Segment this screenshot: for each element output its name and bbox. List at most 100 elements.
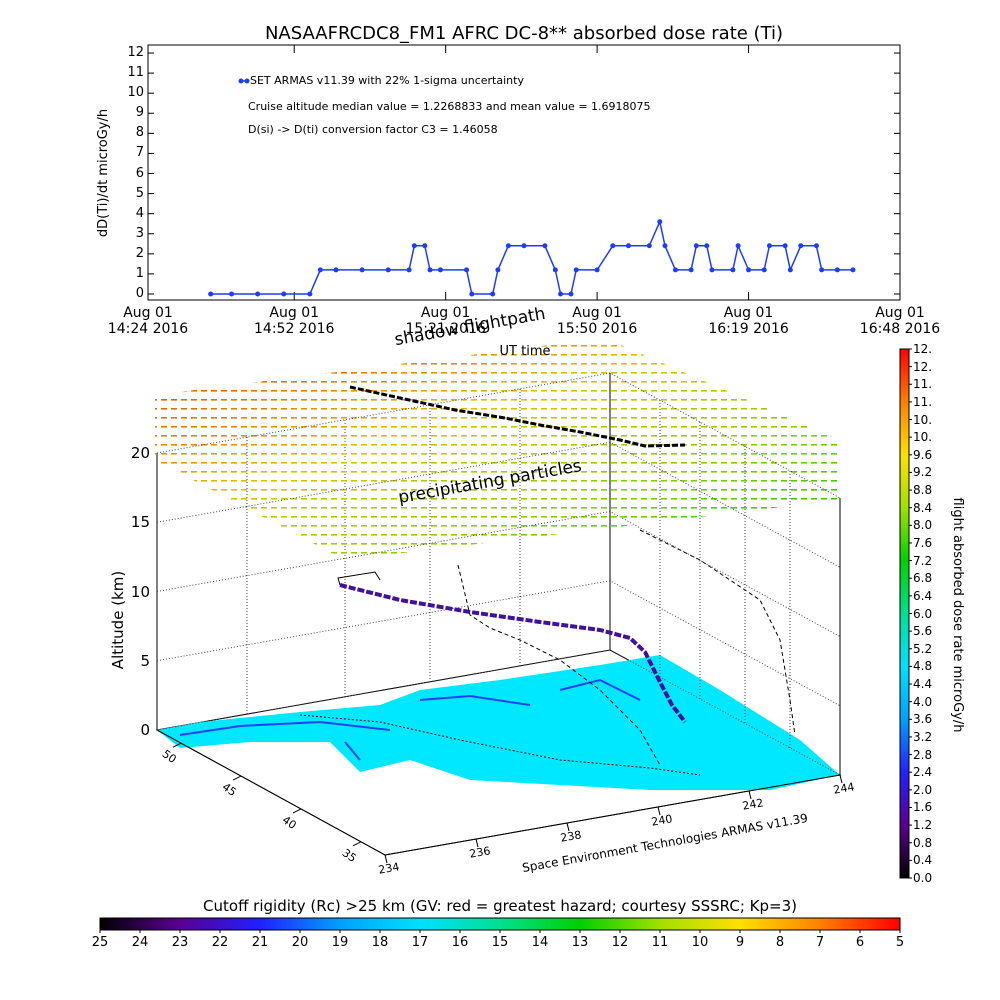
data-point bbox=[229, 291, 235, 297]
data-point bbox=[746, 267, 752, 273]
data-point bbox=[672, 267, 678, 273]
data-point bbox=[657, 219, 663, 225]
data-point bbox=[730, 267, 736, 273]
colorbar-tick-label: 5.2 bbox=[913, 641, 933, 656]
y-tick-label: 8 bbox=[135, 125, 144, 141]
x-tick-label: Aug 01 16:48 2016 bbox=[859, 305, 941, 337]
x-tick-label: Aug 01 15:21 2016 bbox=[405, 305, 486, 337]
data-point bbox=[411, 243, 417, 249]
x-tick-label: Aug 01 16:19 2016 bbox=[708, 305, 789, 337]
data-point bbox=[359, 267, 365, 273]
data-point bbox=[693, 243, 699, 249]
colorbar-tick-label: 15 bbox=[491, 935, 509, 950]
data-point bbox=[704, 243, 710, 249]
z-grid-line bbox=[156, 510, 841, 637]
x-axis-label: UT time bbox=[499, 344, 551, 359]
z-grid-line bbox=[156, 649, 841, 776]
flight-path bbox=[337, 385, 796, 766]
x-tick bbox=[748, 790, 752, 800]
colorbar-tick-label: 12. bbox=[913, 342, 933, 356]
colorbar-tick-label: 6.8 bbox=[913, 571, 933, 586]
annotation: D(si) -> D(ti) conversion factor C3 = 1.… bbox=[248, 123, 498, 136]
colorbar-tick-label: 0.8 bbox=[913, 835, 933, 850]
colorbar-tick-label: 11. bbox=[913, 377, 933, 392]
z-tick-label: 0 bbox=[140, 721, 150, 739]
colorbar-tick-label: 0.0 bbox=[913, 871, 933, 885]
data-point bbox=[787, 267, 793, 273]
z-tick-label: 15 bbox=[130, 513, 150, 532]
y-tick-label: 11 bbox=[127, 65, 144, 81]
colorbar-tick-label: 7 bbox=[815, 935, 825, 950]
plot-frame bbox=[147, 44, 901, 301]
z-axis-label: Altitude (km) bbox=[109, 570, 127, 670]
colorbar-tick-label: 3.6 bbox=[913, 712, 933, 727]
data-point bbox=[766, 243, 772, 249]
colorbar bbox=[899, 348, 910, 879]
series-line bbox=[210, 219, 853, 295]
y-axis-label: dD(Ti)/dt microGy/h bbox=[96, 108, 111, 237]
data-point bbox=[625, 243, 631, 249]
y-tick-label: 2 bbox=[135, 245, 144, 261]
data-point bbox=[709, 267, 715, 273]
data-point bbox=[307, 291, 313, 297]
y-tick bbox=[172, 742, 182, 748]
legend-marker bbox=[238, 78, 250, 84]
data-point bbox=[568, 291, 574, 297]
data-point bbox=[850, 267, 856, 273]
colorbar-tick-label: 9.6 bbox=[913, 447, 933, 462]
data-point bbox=[422, 243, 428, 249]
x-tick bbox=[657, 806, 661, 816]
y-tick bbox=[352, 841, 362, 847]
y-tick-label: 12 bbox=[127, 45, 144, 61]
data-point bbox=[505, 243, 511, 249]
data-point bbox=[542, 243, 548, 249]
colorbar-tick-label: 3.2 bbox=[913, 729, 933, 744]
data-point bbox=[495, 267, 501, 273]
data-point bbox=[317, 267, 323, 273]
legend-label: SET ARMAS v11.39 with 22% 1-sigma uncert… bbox=[250, 74, 524, 87]
z-tick-label: 20 bbox=[130, 444, 150, 462]
colorbar-tick-label: 4.4 bbox=[913, 677, 933, 692]
colorbar-tick-label: 5.6 bbox=[913, 624, 933, 639]
colorbar-tick-label: 10 bbox=[691, 935, 709, 950]
colorbar-tick-label: 8.4 bbox=[913, 500, 933, 515]
data-point bbox=[735, 243, 741, 249]
colorbar-tick-label: 8.8 bbox=[913, 483, 933, 498]
annotation: Cruise altitude median value = 1.2268833… bbox=[248, 100, 651, 113]
data-point bbox=[255, 291, 261, 297]
data-point bbox=[819, 267, 825, 273]
x-tick-label: Aug 01 14:24 2016 bbox=[107, 305, 189, 337]
z-tick-label: 5 bbox=[140, 651, 150, 670]
colorbar-tick-label: 5 bbox=[895, 935, 905, 950]
colorbar-tick-label: 0.4 bbox=[913, 853, 933, 868]
x-tick bbox=[384, 854, 388, 864]
data-point bbox=[610, 243, 616, 249]
colorbar-tick-label: 10. bbox=[913, 430, 933, 445]
colorbar-tick-label: 14 bbox=[531, 935, 549, 950]
y-tick-label: 7 bbox=[135, 145, 144, 161]
y-tick-label: 3 bbox=[135, 225, 144, 241]
colorbar-tick-label: 8 bbox=[775, 935, 785, 950]
y-tick-label: 10 bbox=[127, 85, 144, 101]
data-point bbox=[558, 291, 564, 297]
colorbar-tick-label: 23 bbox=[171, 935, 189, 950]
colorbar-tick-label: 4.8 bbox=[913, 659, 933, 674]
colorbar-tick-label: 16 bbox=[451, 935, 469, 950]
colorbar-tick-label: 1.2 bbox=[913, 818, 933, 833]
data-point bbox=[490, 291, 496, 297]
colorbar-label: flight absorbed dose rate microGy/h bbox=[950, 497, 965, 733]
colorbar-tick-label: 8.0 bbox=[913, 518, 933, 533]
data-point bbox=[761, 267, 767, 273]
colorbar-tick-label: 2.4 bbox=[913, 765, 933, 780]
colorbar-tick-label: 7.6 bbox=[913, 535, 933, 550]
colorbar-tick-label: 2.0 bbox=[913, 782, 933, 797]
y-tick-label: 1 bbox=[135, 265, 144, 281]
colorbar-tick-label: 6 bbox=[855, 935, 865, 950]
colorbar-tick-label: 2.8 bbox=[913, 747, 933, 762]
data-point bbox=[552, 267, 558, 273]
colorbar-tick-label: 9 bbox=[735, 935, 745, 950]
data-point bbox=[834, 267, 840, 273]
data-point bbox=[813, 243, 819, 249]
colorbar-tick-label: 6.0 bbox=[913, 606, 933, 621]
